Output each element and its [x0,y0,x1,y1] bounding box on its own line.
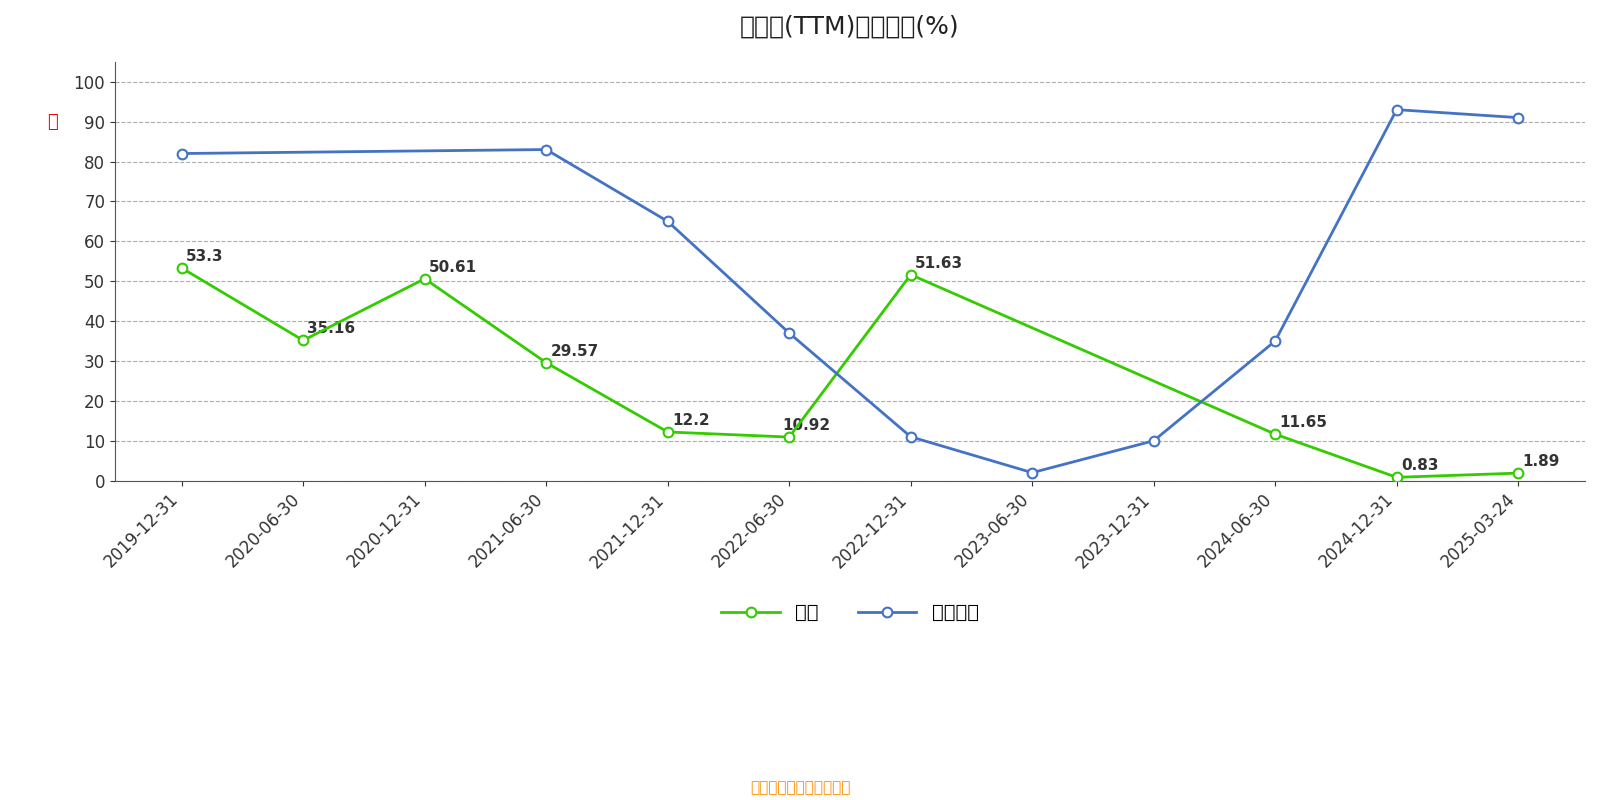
Text: 11.65: 11.65 [1280,415,1328,430]
Text: 51.63: 51.63 [915,256,963,270]
Text: 53.3: 53.3 [186,249,224,264]
Text: 数据来自恒生聚源数据库: 数据来自恒生聚源数据库 [750,780,850,795]
Legend: 公司, 行业均值: 公司, 行业均值 [714,595,986,630]
Text: 29.57: 29.57 [550,344,598,358]
Text: 12.2: 12.2 [672,413,709,428]
Text: 1.89: 1.89 [1522,454,1560,469]
Title: 市盈率(TTM)历史分位(%): 市盈率(TTM)历史分位(%) [741,15,960,39]
Text: 买: 买 [46,113,58,130]
Text: 0.83: 0.83 [1402,458,1438,474]
Text: 50.61: 50.61 [429,260,477,275]
Text: 10.92: 10.92 [782,418,830,433]
Text: 35.16: 35.16 [307,322,355,337]
